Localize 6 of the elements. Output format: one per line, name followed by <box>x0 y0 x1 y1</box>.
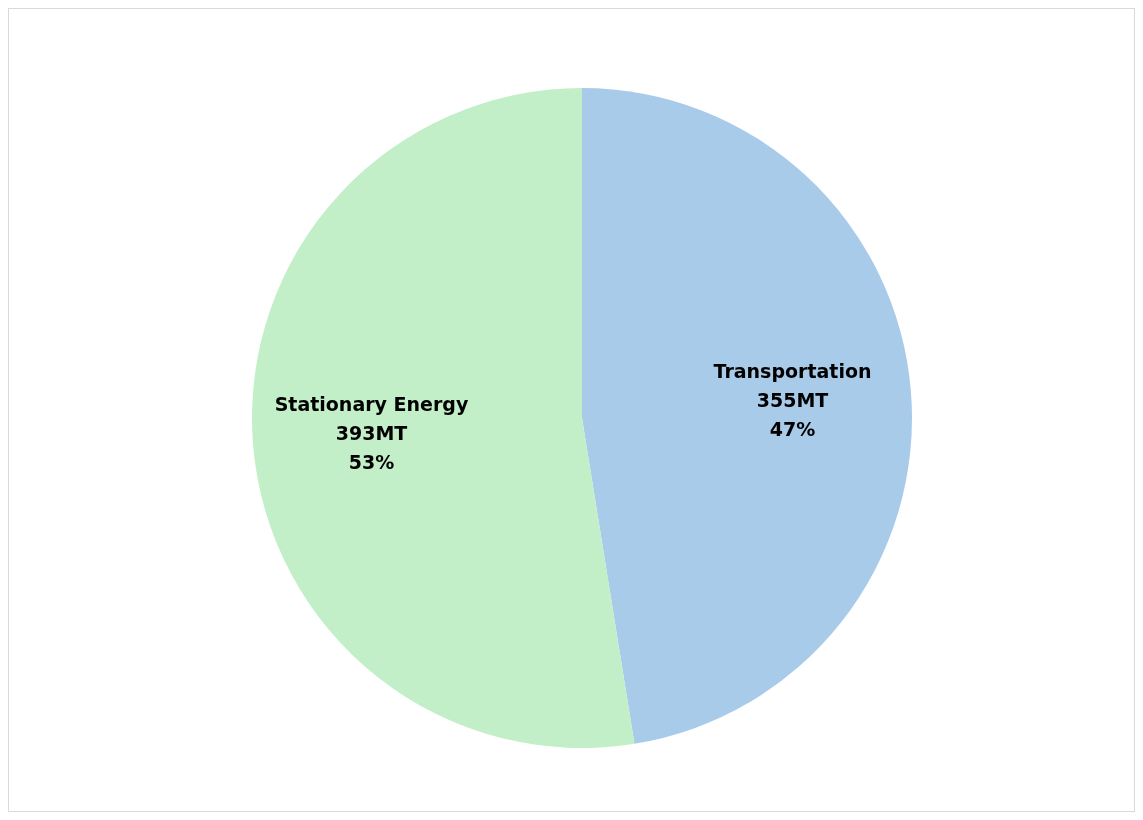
data-label: 393MT 53% <box>335 422 408 474</box>
slice-label: Stationary Energy <box>274 393 469 416</box>
slice-label: Transportation <box>713 359 872 382</box>
data-label: 355MT 47% <box>756 388 829 440</box>
pie-slice <box>582 88 912 744</box>
pie-slice <box>252 88 635 748</box>
